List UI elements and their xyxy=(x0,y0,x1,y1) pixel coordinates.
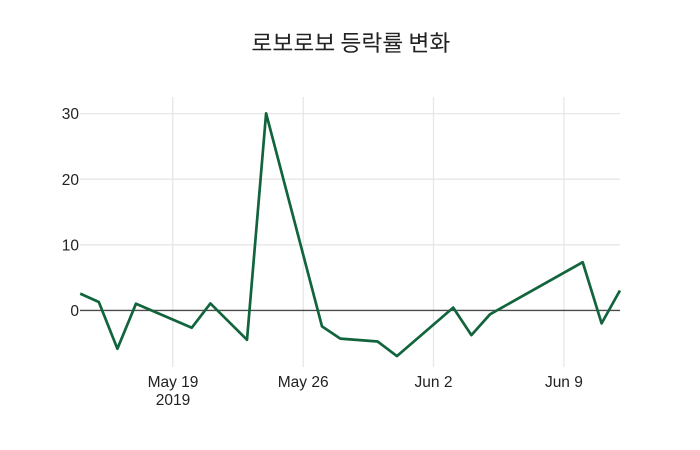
svg-text:May 19: May 19 xyxy=(148,374,199,391)
svg-text:Jun 2: Jun 2 xyxy=(415,374,453,391)
svg-text:Jun 9: Jun 9 xyxy=(545,374,583,391)
svg-text:May 26: May 26 xyxy=(278,374,329,391)
svg-text:0: 0 xyxy=(70,303,79,320)
svg-text:2019: 2019 xyxy=(156,392,190,409)
svg-text:10: 10 xyxy=(62,237,80,254)
svg-text:20: 20 xyxy=(62,172,80,189)
svg-text:30: 30 xyxy=(62,106,80,123)
